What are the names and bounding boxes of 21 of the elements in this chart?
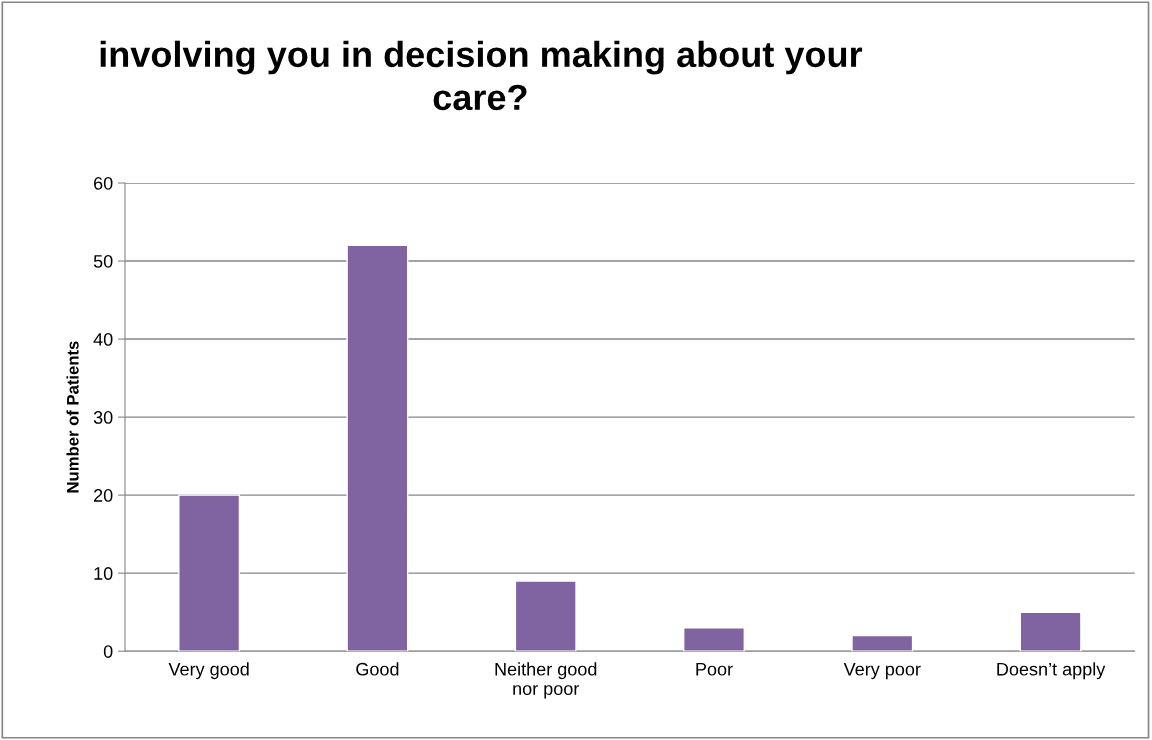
y-tick-label: 10 — [94, 567, 113, 580]
y-tick-label: 60 — [94, 176, 113, 190]
y-axis-title: Number of Patients — [66, 341, 79, 493]
x-tick-label: Neither good nor poor — [495, 662, 597, 699]
bar — [346, 244, 409, 652]
y-tick-label: 20 — [94, 489, 113, 502]
x-tick-label: Very good — [168, 662, 249, 680]
bar — [178, 494, 241, 652]
x-tick-label: Very poor — [843, 662, 921, 680]
bar — [851, 634, 914, 652]
y-tick-label: 30 — [93, 411, 113, 424]
y-tick-label: 50 — [93, 254, 113, 268]
x-tick-label: Poor — [696, 662, 733, 676]
x-tick-label: Good — [356, 662, 399, 676]
x-tick-label: Doesn’t apply — [997, 662, 1106, 680]
y-tick-label: 0 — [103, 645, 113, 658]
y-tick-label: 40 — [93, 333, 113, 346]
bar — [514, 580, 577, 652]
bar — [1019, 611, 1082, 652]
chart-title: involving you in decision making about your care? — [100, 40, 863, 111]
bar — [683, 627, 745, 652]
